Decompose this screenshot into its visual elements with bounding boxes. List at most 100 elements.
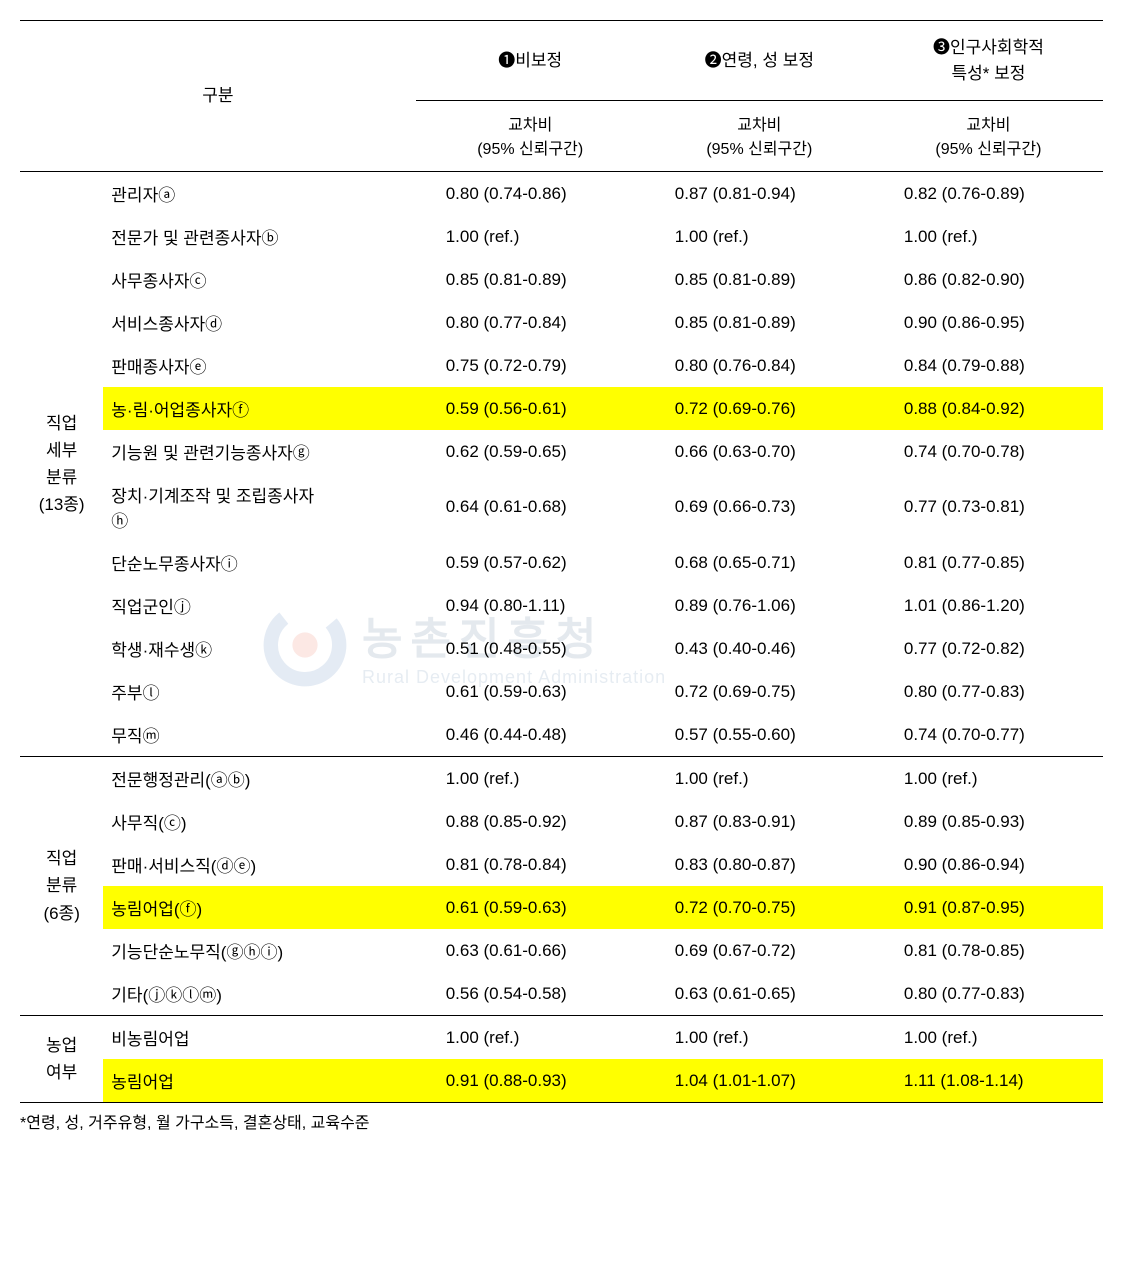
table-row-highlighted: 농림어업(ⓕ) 0.61 (0.59-0.63) 0.72 (0.70-0.75… [20, 886, 1103, 929]
row-val2: 0.69 (0.66-0.73) [645, 473, 874, 541]
header-group-label: 구분 [20, 21, 416, 172]
row-label: 농림어업(ⓕ) [103, 886, 415, 929]
table-row: 무직ⓜ 0.46 (0.44-0.48) 0.57 (0.55-0.60) 0.… [20, 713, 1103, 757]
row-val1: 0.91 (0.88-0.93) [416, 1059, 645, 1103]
table-row: 장치·기계조작 및 조립종사자 0.64 (0.61-0.68) 0.69 (0… [20, 473, 1103, 507]
row-val3: 0.88 (0.84-0.92) [874, 387, 1103, 430]
header-row-1: 구분 ❶비보정 ❷연령, 성 보정 ❸인구사회학적특성* 보정 [20, 21, 1103, 101]
row-val2: 0.87 (0.83-0.91) [645, 800, 874, 843]
row-val1: 0.94 (0.80-1.11) [416, 584, 645, 627]
row-label: 기능원 및 관련기능종사자ⓖ [103, 430, 415, 473]
row-val1: 0.63 (0.61-0.66) [416, 929, 645, 972]
row-val3: 0.90 (0.86-0.94) [874, 843, 1103, 886]
table-row: 직업세부분류(13종) 관리자ⓐ 0.80 (0.74-0.86) 0.87 (… [20, 172, 1103, 216]
row-label: 직업군인ⓙ [103, 584, 415, 627]
row-val3: 0.74 (0.70-0.78) [874, 430, 1103, 473]
row-val1: 0.61 (0.59-0.63) [416, 886, 645, 929]
row-val1: 0.64 (0.61-0.68) [416, 473, 645, 541]
row-val1: 0.80 (0.74-0.86) [416, 172, 645, 216]
row-val2: 1.00 (ref.) [645, 215, 874, 258]
row-val3: 0.86 (0.82-0.90) [874, 258, 1103, 301]
row-val1: 0.75 (0.72-0.79) [416, 344, 645, 387]
row-val2: 0.63 (0.61-0.65) [645, 972, 874, 1016]
row-label: 전문가 및 관련종사자ⓑ [103, 215, 415, 258]
row-val3: 1.00 (ref.) [874, 757, 1103, 801]
row-val3: 0.89 (0.85-0.93) [874, 800, 1103, 843]
row-val2: 1.04 (1.01-1.07) [645, 1059, 874, 1103]
row-val1: 1.00 (ref.) [416, 757, 645, 801]
row-label: 장치·기계조작 및 조립종사자 [103, 473, 415, 507]
row-val2: 0.72 (0.70-0.75) [645, 886, 874, 929]
row-val2: 0.69 (0.67-0.72) [645, 929, 874, 972]
row-label: 농림어업 [103, 1059, 415, 1103]
table-row: 서비스종사자ⓓ 0.80 (0.77-0.84) 0.85 (0.81-0.89… [20, 301, 1103, 344]
table-row-highlighted: 농림어업 0.91 (0.88-0.93) 1.04 (1.01-1.07) 1… [20, 1059, 1103, 1103]
row-label: 주부ⓛ [103, 670, 415, 713]
table-row: 사무종사자ⓒ 0.85 (0.81-0.89) 0.85 (0.81-0.89)… [20, 258, 1103, 301]
group3-label: 농업여부 [20, 1016, 103, 1103]
row-val3: 0.77 (0.73-0.81) [874, 473, 1103, 541]
table-row: 기능단순노무직(ⓖⓗⓘ) 0.63 (0.61-0.66) 0.69 (0.67… [20, 929, 1103, 972]
row-label: 단순노무종사자ⓘ [103, 541, 415, 584]
row-val1: 0.61 (0.59-0.63) [416, 670, 645, 713]
table-row: 직업군인ⓙ 0.94 (0.80-1.11) 0.89 (0.76-1.06) … [20, 584, 1103, 627]
table-row: 단순노무종사자ⓘ 0.59 (0.57-0.62) 0.68 (0.65-0.7… [20, 541, 1103, 584]
row-label: 농·림·어업종사자ⓕ [103, 387, 415, 430]
header-sub2: 교차비(95% 신뢰구간) [645, 101, 874, 172]
row-val2: 0.85 (0.81-0.89) [645, 301, 874, 344]
row-val3: 1.00 (ref.) [874, 1016, 1103, 1060]
row-val1: 0.81 (0.78-0.84) [416, 843, 645, 886]
row-val1: 1.00 (ref.) [416, 215, 645, 258]
row-val3: 0.74 (0.70-0.77) [874, 713, 1103, 757]
row-val3: 0.80 (0.77-0.83) [874, 670, 1103, 713]
row-val2: 0.72 (0.69-0.75) [645, 670, 874, 713]
footnote: *연령, 성, 거주유형, 월 가구소득, 결혼상태, 교육수준 [20, 1103, 1103, 1133]
row-label: 전문행정관리(ⓐⓑ) [103, 757, 415, 801]
row-val3: 0.77 (0.72-0.82) [874, 627, 1103, 670]
row-label: 판매종사자ⓔ [103, 344, 415, 387]
row-label: 비농림어업 [103, 1016, 415, 1060]
row-val1: 0.56 (0.54-0.58) [416, 972, 645, 1016]
header-sub1: 교차비(95% 신뢰구간) [416, 101, 645, 172]
header-col3: ❸인구사회학적특성* 보정 [874, 21, 1103, 101]
row-val2: 0.83 (0.80-0.87) [645, 843, 874, 886]
row-val1: 1.00 (ref.) [416, 1016, 645, 1060]
row-val2: 0.57 (0.55-0.60) [645, 713, 874, 757]
header-sub3: 교차비(95% 신뢰구간) [874, 101, 1103, 172]
row-val3: 1.00 (ref.) [874, 215, 1103, 258]
row-val3: 0.80 (0.77-0.83) [874, 972, 1103, 1016]
row-val2: 0.68 (0.65-0.71) [645, 541, 874, 584]
header-col2: ❷연령, 성 보정 [645, 21, 874, 101]
table-row: 기능원 및 관련기능종사자ⓖ 0.62 (0.59-0.65) 0.66 (0.… [20, 430, 1103, 473]
row-val2: 0.80 (0.76-0.84) [645, 344, 874, 387]
row-val1: 0.80 (0.77-0.84) [416, 301, 645, 344]
table-row: 직업분류(6종) 전문행정관리(ⓐⓑ) 1.00 (ref.) 1.00 (re… [20, 757, 1103, 801]
table-row: 전문가 및 관련종사자ⓑ 1.00 (ref.) 1.00 (ref.) 1.0… [20, 215, 1103, 258]
row-val3: 0.90 (0.86-0.95) [874, 301, 1103, 344]
row-label: 관리자ⓐ [103, 172, 415, 216]
row-val3: 1.01 (0.86-1.20) [874, 584, 1103, 627]
header-col1: ❶비보정 [416, 21, 645, 101]
table-row: 농업여부 비농림어업 1.00 (ref.) 1.00 (ref.) 1.00 … [20, 1016, 1103, 1060]
row-val1: 0.51 (0.48-0.55) [416, 627, 645, 670]
row-label: 학생·재수생ⓚ [103, 627, 415, 670]
row-val3: 0.81 (0.78-0.85) [874, 929, 1103, 972]
row-label: 무직ⓜ [103, 713, 415, 757]
table-row: 기타(ⓙⓚⓛⓜ) 0.56 (0.54-0.58) 0.63 (0.61-0.6… [20, 972, 1103, 1016]
row-val1: 0.85 (0.81-0.89) [416, 258, 645, 301]
row-val2: 0.72 (0.69-0.76) [645, 387, 874, 430]
table-row: 학생·재수생ⓚ 0.51 (0.48-0.55) 0.43 (0.40-0.46… [20, 627, 1103, 670]
row-val2: 0.43 (0.40-0.46) [645, 627, 874, 670]
row-val3: 0.91 (0.87-0.95) [874, 886, 1103, 929]
row-val1: 0.62 (0.59-0.65) [416, 430, 645, 473]
row-label: 서비스종사자ⓓ [103, 301, 415, 344]
row-val1: 0.59 (0.57-0.62) [416, 541, 645, 584]
row-val3: 0.84 (0.79-0.88) [874, 344, 1103, 387]
row-val1: 0.88 (0.85-0.92) [416, 800, 645, 843]
table-row: 판매종사자ⓔ 0.75 (0.72-0.79) 0.80 (0.76-0.84)… [20, 344, 1103, 387]
row-label-cont: ⓗ [103, 507, 415, 541]
row-label: 기능단순노무직(ⓖⓗⓘ) [103, 929, 415, 972]
table-row-highlighted: 농·림·어업종사자ⓕ 0.59 (0.56-0.61) 0.72 (0.69-0… [20, 387, 1103, 430]
row-label: 판매·서비스직(ⓓⓔ) [103, 843, 415, 886]
row-label: 사무종사자ⓒ [103, 258, 415, 301]
